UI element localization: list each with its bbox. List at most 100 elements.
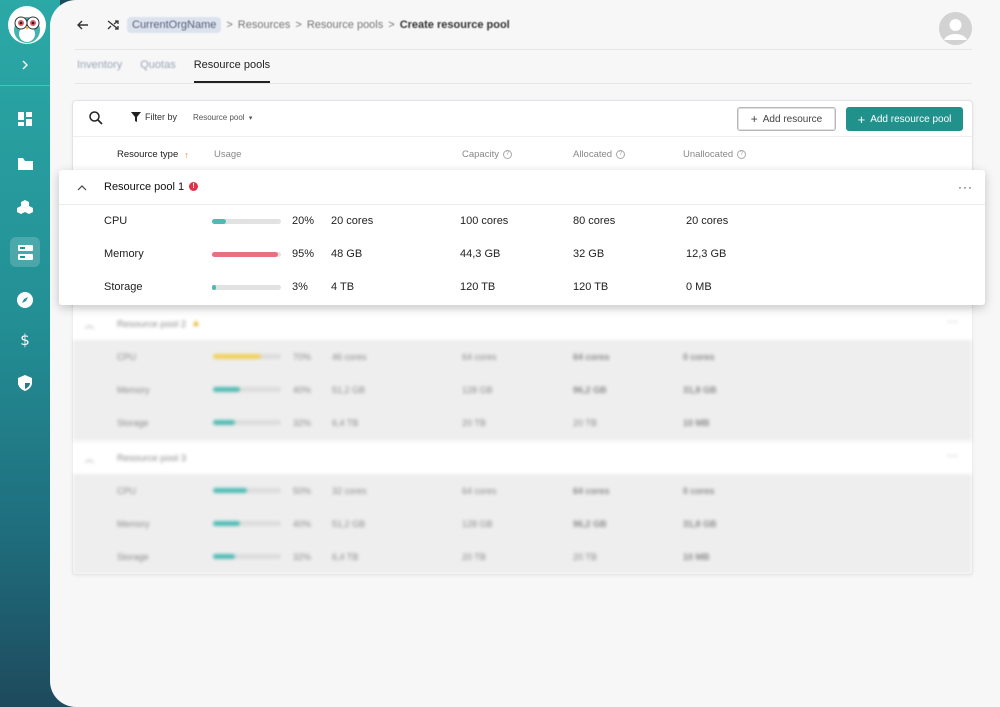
caret-down-icon: ▾ [248, 115, 253, 122]
pool-2-body: CPU 70% 46 cores 64 cores 64 cores 0 cor… [73, 340, 972, 440]
filter-select[interactable]: Resource pool ▾ [193, 113, 252, 122]
plus-icon: + [857, 111, 866, 127]
column-resource-type[interactable]: Resource type ↑ [117, 149, 189, 160]
usage-bar [213, 488, 281, 493]
background-pools: ︿ Resource pool 2 ▲ ··· CPU 70% 46 cores… [73, 307, 972, 575]
usage-fill [213, 554, 235, 559]
compass-icon [17, 292, 33, 308]
capacity-value: 120 TB [460, 281, 496, 293]
filter-button[interactable]: Filter by [131, 112, 177, 122]
resource-type: Memory [104, 248, 144, 260]
sidebar-item-workloads[interactable] [0, 187, 50, 227]
more-icon[interactable]: ··· [947, 316, 958, 328]
org-chip[interactable]: CurrentOrgName [127, 17, 222, 33]
switch-org-button[interactable] [105, 17, 121, 33]
unallocated-value: 0 MB [686, 281, 712, 293]
allocated-value: 80 cores [573, 215, 616, 227]
allocated-value: 120 TB [573, 281, 609, 293]
back-button[interactable] [75, 17, 91, 33]
tab-inventory[interactable]: Inventory [77, 59, 123, 71]
usage-fill [212, 285, 217, 290]
tab-quotas[interactable]: Quotas [140, 59, 176, 71]
capacity-value: 100 cores [460, 215, 509, 227]
sidebar-item-explore[interactable] [0, 280, 50, 320]
table-row: Memory 40% 51,2 GB 128 GB 96,2 GB 31,8 G… [117, 385, 717, 395]
table-row: Storage 32% 6,4 TB 20 TB 20 TB 10 MB [117, 552, 710, 562]
table-row: Memory 40% 51,2 GB 128 GB 96,2 GB 31,8 G… [117, 519, 717, 529]
pool-3-title: Resource pool 3 [117, 453, 187, 464]
usage-bar [212, 285, 281, 290]
shield-icon [18, 375, 32, 391]
breadcrumb: CurrentOrgName > Resources > Resource po… [75, 12, 510, 38]
usage-fill [213, 420, 235, 425]
help-icon[interactable]: ? [502, 150, 512, 159]
collapse-button[interactable] [76, 181, 88, 193]
divider [75, 49, 972, 50]
usage-fill [212, 252, 278, 257]
pool-1-header[interactable]: Resource pool 1 ! ··· [59, 170, 985, 205]
chevron-up-icon [77, 185, 87, 191]
sidebar-item-folders[interactable] [0, 144, 50, 184]
usage-bar [213, 387, 281, 392]
more-options-button[interactable]: ··· [958, 180, 973, 194]
usage-bar [212, 252, 281, 257]
usage-fill [212, 219, 226, 224]
sidebar-item-billing[interactable]: $ [0, 320, 50, 360]
table-row: CPU 50% 32 cores 64 cores 64 cores 0 cor… [117, 486, 715, 496]
add-resource-pool-label: Add resource pool [870, 113, 952, 125]
expand-sidebar-button[interactable] [0, 45, 50, 85]
filter-label: Filter by [145, 112, 178, 122]
error-icon: ! [189, 182, 198, 191]
usage-bar [212, 219, 281, 224]
warning-icon: ▲ [191, 318, 201, 329]
server-icon [17, 244, 33, 260]
help-icon[interactable]: ? [737, 150, 747, 159]
usage-bar [213, 420, 281, 425]
user-icon [939, 12, 972, 45]
usage-percent: 95% [292, 248, 315, 260]
chevron-up-icon: ︿ [85, 320, 95, 330]
table-row: Storage 32% 6,4 TB 20 TB 20 TB 10 MB [117, 418, 710, 428]
search-button[interactable] [88, 110, 106, 128]
breadcrumb-resource-pools[interactable]: Resource pools [306, 19, 384, 31]
sidebar-item-dashboard[interactable] [0, 99, 50, 139]
usage-value: 20 cores [331, 215, 374, 227]
sort-ascending-icon: ↑ [184, 149, 189, 160]
add-resource-button[interactable]: + Add resource [737, 107, 836, 131]
add-resource-pool-button[interactable]: + Add resource pool [846, 107, 963, 131]
tab-resource-pools[interactable]: Resource pools [193, 54, 271, 84]
usage-fill [213, 488, 247, 493]
sidebar-item-resources[interactable] [0, 232, 50, 272]
tab-bar: Inventory Quotas Resource pools [77, 54, 288, 84]
usage-fill [213, 387, 241, 392]
usage-value: 4 TB [331, 281, 355, 293]
chevron-up-icon: ︿ [85, 454, 95, 464]
pool-1-card: Resource pool 1 ! ··· CPU 20% 20 cores 1… [59, 170, 985, 305]
plus-icon: + [750, 112, 758, 126]
pool-2-header[interactable]: ︿ Resource pool 2 ▲ ··· [73, 307, 972, 340]
table-row: CPU 70% 46 cores 64 cores 64 cores 0 cor… [117, 352, 715, 362]
table-row: Storage 3% 4 TB 120 TB 120 TB 0 MB [59, 271, 985, 304]
add-resource-label: Add resource [762, 113, 823, 125]
usage-fill [213, 521, 241, 526]
main-panel: CurrentOrgName > Resources > Resource po… [50, 0, 1000, 707]
column-header-row: Resource type ↑ Usage Capacity? Allocate… [73, 137, 972, 171]
sidebar-divider [0, 85, 50, 86]
pool-3-body: CPU 50% 32 cores 64 cores 64 cores 0 cor… [73, 474, 972, 574]
folder-icon [17, 157, 33, 170]
avatar[interactable] [939, 12, 972, 45]
column-unallocated: Unallocated? [683, 149, 747, 160]
allocated-value: 32 GB [573, 248, 605, 260]
capacity-value: 44,3 GB [460, 248, 501, 260]
breadcrumb-resources[interactable]: Resources [237, 19, 291, 31]
search-icon [89, 111, 103, 125]
column-capacity: Capacity? [462, 149, 512, 160]
breadcrumb-current: Create resource pool [399, 19, 510, 31]
usage-percent: 20% [292, 215, 315, 227]
sidebar-item-security[interactable] [0, 363, 50, 403]
pool-3-header[interactable]: ︿ Resource pool 3 ··· [73, 441, 972, 474]
cubes-icon [17, 200, 33, 214]
column-usage: Usage [214, 149, 242, 160]
more-icon[interactable]: ··· [947, 450, 958, 462]
help-icon[interactable]: ? [616, 150, 626, 159]
